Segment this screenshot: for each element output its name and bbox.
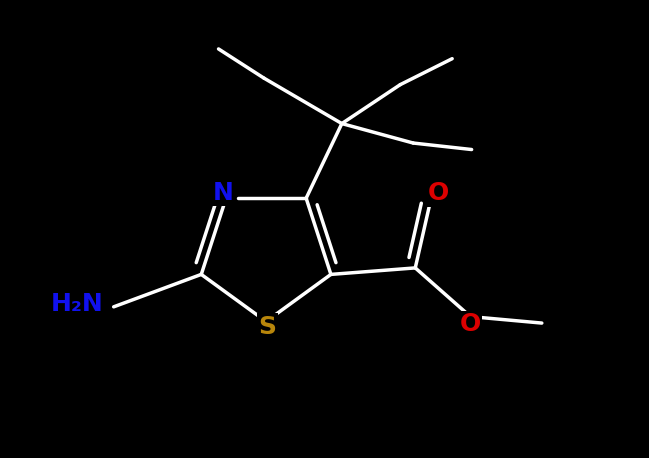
Text: N: N bbox=[212, 181, 233, 205]
Text: H₂N: H₂N bbox=[51, 292, 104, 316]
Text: O: O bbox=[459, 312, 481, 336]
Text: S: S bbox=[258, 315, 276, 338]
Text: O: O bbox=[427, 181, 448, 205]
